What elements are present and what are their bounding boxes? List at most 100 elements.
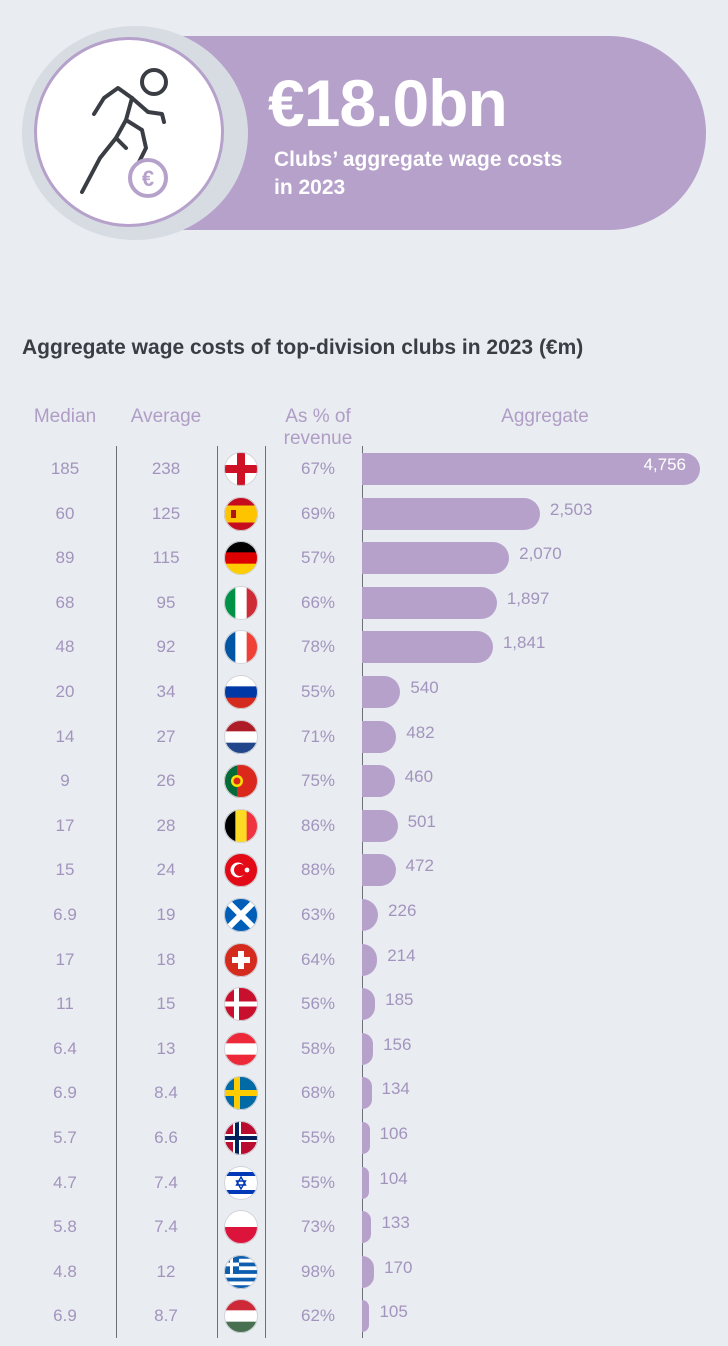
pct-revenue-value: 57%	[300, 548, 336, 568]
median-value: 5.8	[53, 1217, 77, 1237]
pct-revenue-value: 73%	[300, 1217, 336, 1237]
aggregate-label: 106	[379, 1124, 408, 1143]
median-value: 15	[55, 860, 75, 880]
aggregate-label: 133	[381, 1213, 410, 1233]
flag-denmark-icon	[224, 987, 258, 1022]
aggregate-bar	[362, 1077, 372, 1110]
average-value: 95	[156, 592, 176, 612]
column-divider	[265, 446, 266, 1338]
hero-banner	[168, 36, 706, 230]
aggregate-label: 1,841	[502, 633, 546, 653]
average-value: 92	[156, 637, 176, 657]
average-value: 8.4	[154, 1083, 178, 1103]
aggregate-label: 134	[381, 1079, 410, 1099]
average-value: 8.7	[154, 1306, 178, 1326]
median-value: 4.8	[53, 1261, 77, 1281]
flag-switzerland-icon	[224, 942, 258, 977]
pct-revenue-value: 86%	[300, 815, 336, 835]
aggregate-label: 472	[405, 856, 434, 876]
aggregate-bar	[362, 988, 376, 1021]
average-value: 18	[156, 949, 176, 969]
median-value: 6.9	[53, 1306, 77, 1326]
average-value: 6.6	[154, 1128, 178, 1147]
column-header-median: Median	[33, 406, 97, 427]
median-value: 4.7	[53, 1172, 77, 1192]
pct-revenue-value: 66%	[300, 592, 336, 612]
flag-portugal-icon	[224, 764, 258, 799]
average-value: 28	[156, 815, 176, 835]
pct-revenue-value: 88%	[300, 860, 336, 880]
column-divider	[116, 446, 117, 1338]
median-value: 20	[55, 682, 75, 701]
aggregate-label: 1,897	[506, 588, 550, 608]
average-value: 27	[156, 726, 176, 746]
hero-icon-circle	[34, 37, 224, 227]
pct-revenue-value: 63%	[300, 905, 336, 924]
aggregate-label: 2,070	[519, 544, 562, 564]
median-value: 17	[55, 949, 75, 969]
flag-france-icon	[224, 630, 258, 665]
flag-norway-icon	[224, 1121, 258, 1155]
average-value: 26	[156, 771, 176, 791]
average-value: 19	[156, 905, 176, 924]
median-value: 6.9	[53, 905, 77, 924]
flag-netherlands-icon	[224, 719, 258, 754]
aggregate-bar	[362, 854, 396, 887]
aggregate-bar	[362, 631, 493, 664]
aggregate-bar	[362, 809, 398, 842]
average-value: 125	[151, 503, 181, 523]
aggregate-bar	[362, 899, 379, 931]
pct-revenue-value: 75%	[300, 771, 336, 791]
flag-poland-icon	[224, 1210, 258, 1245]
flag-austria-icon	[224, 1031, 258, 1066]
average-value: 7.4	[154, 1217, 178, 1237]
median-value: 11	[56, 994, 74, 1014]
svg-text:€: €	[142, 166, 154, 191]
median-value: 6.4	[53, 1038, 77, 1058]
footballer-euro-icon: €	[80, 68, 168, 198]
median-value: 17	[55, 815, 75, 835]
aggregate-label: 170	[384, 1257, 413, 1277]
median-value: 5.7	[53, 1128, 77, 1147]
aggregate-bar	[362, 586, 497, 619]
aggregate-label: 482	[406, 722, 435, 742]
median-value: 6.9	[53, 1083, 77, 1103]
pct-revenue-value: 62%	[300, 1306, 336, 1326]
flag-turkey-icon	[224, 853, 258, 888]
average-value: 7.4	[154, 1172, 178, 1192]
aggregate-bar	[362, 765, 395, 798]
flag-germany-icon	[224, 541, 258, 576]
aggregate-bar	[362, 676, 401, 708]
flag-sweden-icon	[224, 1076, 258, 1111]
average-value: 238	[151, 459, 181, 478]
median-value: 185	[50, 459, 80, 478]
aggregate-bar	[362, 720, 397, 753]
aggregate-label: 2,503	[549, 499, 593, 519]
aggregate-label: 501	[407, 811, 436, 831]
column-header-average: Average	[130, 406, 202, 427]
pct-revenue-value: 55%	[300, 1128, 336, 1147]
aggregate-bar	[362, 542, 510, 575]
aggregate-bar	[362, 1166, 370, 1199]
pct-revenue-value: 55%	[300, 682, 336, 701]
pct-revenue-value: 71%	[300, 726, 336, 746]
flag-england-icon	[224, 452, 258, 486]
flag-hungary-icon	[224, 1299, 258, 1334]
average-value: 115	[152, 548, 180, 568]
aggregate-label: 460	[404, 767, 434, 787]
flag-israel-icon	[224, 1165, 258, 1200]
aggregate-label: 156	[383, 1034, 412, 1054]
aggregate-bar	[362, 1300, 370, 1333]
hero-value: €18.0bn	[268, 66, 508, 140]
pct-revenue-value: 78%	[300, 637, 336, 657]
pct-revenue-value: 55%	[300, 1172, 336, 1192]
flag-scotland-icon	[224, 898, 258, 932]
pct-revenue-value: 68%	[300, 1083, 336, 1103]
median-value: 14	[55, 726, 75, 746]
median-value: 60	[55, 503, 75, 523]
average-value: 13	[156, 1038, 176, 1058]
aggregate-bar	[362, 453, 700, 485]
chart-title: Aggregate wage costs of top-division clu…	[22, 336, 584, 359]
average-value: 24	[156, 860, 176, 880]
median-value: 48	[55, 637, 75, 657]
